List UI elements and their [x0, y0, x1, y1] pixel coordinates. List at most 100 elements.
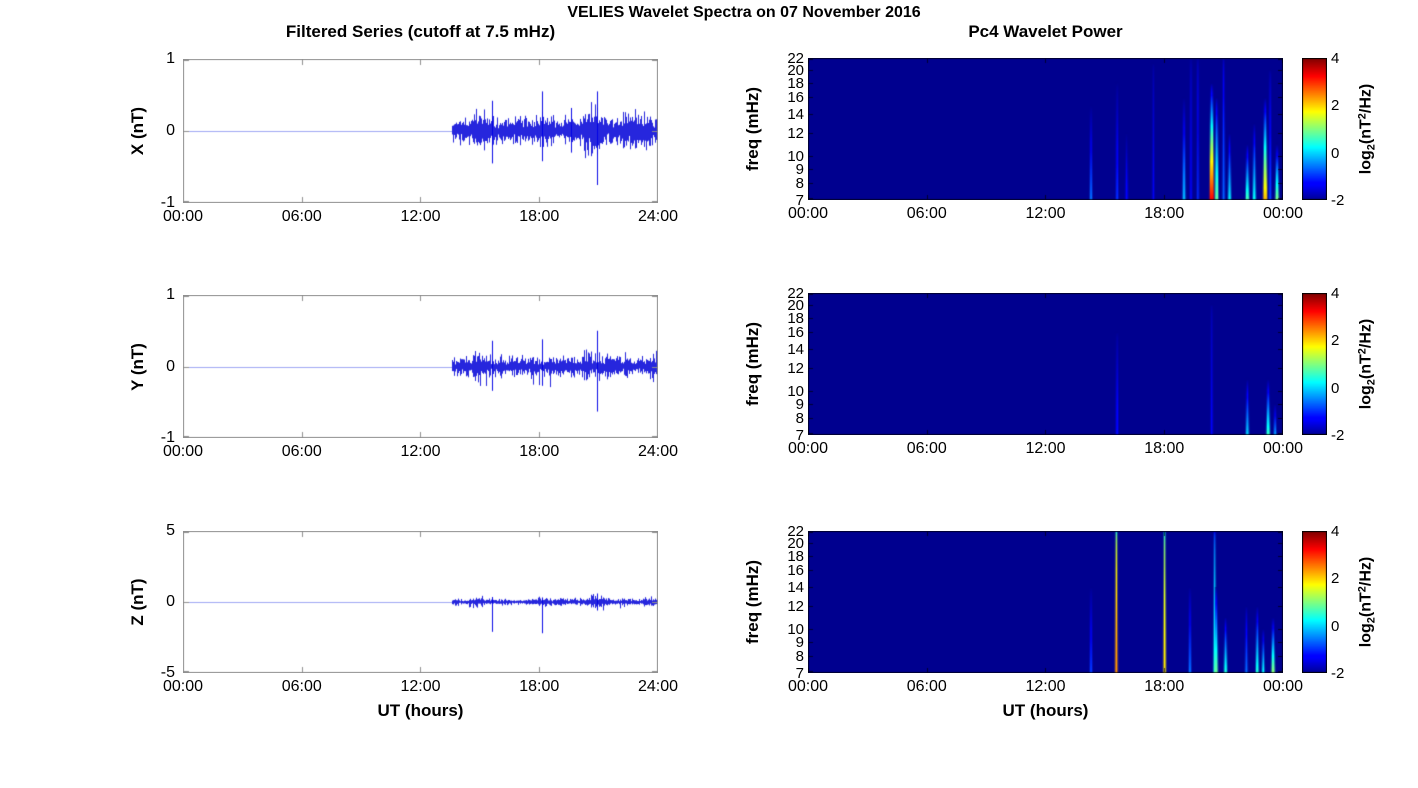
tick-label: 22	[787, 285, 804, 302]
tick-label: 1	[166, 50, 175, 67]
tick-label: 12	[787, 360, 804, 378]
tick-label: 00:00	[787, 678, 829, 695]
tick-label: 0	[1331, 379, 1340, 397]
tick-label: 0	[1331, 617, 1340, 635]
spectrogram-panel-y: freq (mHz) 22 20 18 16 14 12 10 9 8 7 00:00 06:00 12…	[743, 285, 1303, 457]
tick-label: 06:00	[281, 208, 322, 225]
x-axis-label-left: UT (hours)	[377, 701, 464, 720]
tick-label: 2	[1331, 332, 1340, 350]
tick-label: -2	[1331, 665, 1345, 682]
tick-label: 18:00	[519, 678, 560, 695]
colorbar-gradient-x	[1302, 58, 1327, 200]
tick-label: 12	[787, 125, 804, 143]
colorbar-label-part: (nT	[1357, 592, 1375, 618]
tick-label: 10	[787, 382, 804, 400]
tick-label: 18:00	[1144, 440, 1185, 457]
timeseries-column-title: Filtered Series (cutoff at 7.5 mHz)	[285, 22, 556, 41]
colorbar-gradient-y	[1302, 293, 1327, 435]
tick-label: 18	[787, 309, 804, 327]
tick-label: 4	[1331, 523, 1340, 540]
tick-label: 5	[166, 522, 175, 539]
tick-label: 0	[166, 593, 175, 610]
spectrogram-panel-z: freq (mHz) 22 20 18 16 14 12 10 9 8 7 00:00 06:00 12…	[743, 523, 1303, 695]
tick-label: 16	[787, 324, 804, 342]
tick-label: 10	[787, 147, 804, 165]
timeseries-plot-x	[183, 59, 658, 203]
tick-label: 00:00	[1262, 678, 1304, 695]
tick-label: 12:00	[1025, 440, 1066, 457]
tick-label: 20	[787, 296, 804, 314]
tick-label: 0	[1331, 144, 1340, 162]
tick-label: 24:00	[637, 678, 679, 695]
tick-label: 12:00	[1025, 678, 1066, 695]
colorbar-label-part: (nT	[1357, 119, 1375, 145]
tick-label: 8	[795, 410, 804, 428]
tick-label: 12:00	[1025, 205, 1066, 222]
tick-label: 12	[787, 598, 804, 616]
spectrogram-plot-z	[808, 531, 1283, 673]
tick-label: 00:00	[162, 443, 204, 460]
tick-label: 4	[1331, 50, 1340, 67]
colorbar-x: log2(nT2/Hz) 4 2 0 -2	[1302, 50, 1378, 209]
tick-label: 18	[787, 547, 804, 565]
tick-label: 00:00	[1262, 205, 1304, 222]
tick-label: 06:00	[906, 678, 947, 695]
colorbar-gradient-z	[1302, 531, 1327, 673]
tick-label: 8	[795, 175, 804, 193]
tick-label: 7	[795, 427, 804, 444]
tick-label: 24:00	[637, 443, 679, 460]
tick-label: 24:00	[637, 208, 679, 225]
tick-label: 1	[166, 286, 175, 303]
tick-label: 18:00	[519, 208, 560, 225]
spectrogram-plot-y	[808, 293, 1283, 435]
tick-label: 18:00	[1144, 205, 1185, 222]
tick-label: 9	[795, 395, 804, 413]
colorbar-label-part: 2	[1365, 617, 1378, 624]
tick-label: 9	[795, 160, 804, 178]
tick-label: 14	[787, 106, 804, 124]
timeseries-panel-x: X (nT) 1 0 -1 00:00 06:00 12:00 18:00 24:00	[128, 50, 678, 225]
tick-label: -1	[160, 194, 175, 211]
tick-label: 12:00	[400, 678, 441, 695]
timeseries-panel-z: Z (nT) 5 0 -5 00:00 06:00 12:00 18:00 24:00	[128, 522, 678, 695]
tick-label: 14	[787, 341, 804, 359]
tick-label: 12:00	[400, 443, 441, 460]
spectrogram-panel-x: freq (mHz) 22 20 18 16 14 12 10 9 8 7 00:00 06:00 12…	[743, 50, 1303, 222]
figure-title: VELIES Wavelet Spectra on 07 November 20…	[567, 4, 921, 21]
tick-label: 7	[795, 192, 804, 209]
tick-label: 00:00	[162, 208, 204, 225]
tick-label: 06:00	[906, 205, 947, 222]
tick-label: 12:00	[400, 208, 441, 225]
colorbar-z: log2(nT2/Hz) 4 2 0 -2	[1302, 523, 1378, 682]
tick-label: 00:00	[787, 440, 829, 457]
tick-label: 8	[795, 648, 804, 666]
tick-label: 14	[787, 579, 804, 597]
tick-label: 06:00	[281, 443, 322, 460]
tick-label: 06:00	[281, 678, 322, 695]
colorbar-y: log2(nT2/Hz) 4 2 0 -2	[1302, 285, 1378, 444]
tick-label: 2	[1331, 97, 1340, 115]
tick-label: 20	[787, 534, 804, 552]
tick-label: 00:00	[1262, 440, 1304, 457]
tick-label: 18	[787, 74, 804, 92]
tick-label: -2	[1331, 427, 1345, 444]
tick-label: 2	[1331, 570, 1340, 588]
tick-label: 18:00	[1144, 678, 1185, 695]
tick-label: 22	[787, 50, 804, 67]
tick-label: 22	[787, 523, 804, 540]
tick-label: 20	[787, 61, 804, 79]
tick-label: 4	[1331, 285, 1340, 302]
tick-label: 00:00	[787, 205, 829, 222]
colorbar-label-part: 2	[1365, 379, 1378, 386]
tick-label: 7	[795, 665, 804, 682]
tick-label: 10	[787, 620, 804, 638]
tick-label: -2	[1331, 192, 1345, 209]
timeseries-plot-y	[183, 295, 658, 438]
tick-label: 0	[166, 122, 175, 139]
colorbar-label-part: (nT	[1357, 354, 1375, 380]
tick-label: 00:00	[162, 678, 204, 695]
tick-label: 16	[787, 562, 804, 580]
tick-label: 06:00	[906, 440, 947, 457]
spectrogram-plot-x	[808, 58, 1283, 200]
